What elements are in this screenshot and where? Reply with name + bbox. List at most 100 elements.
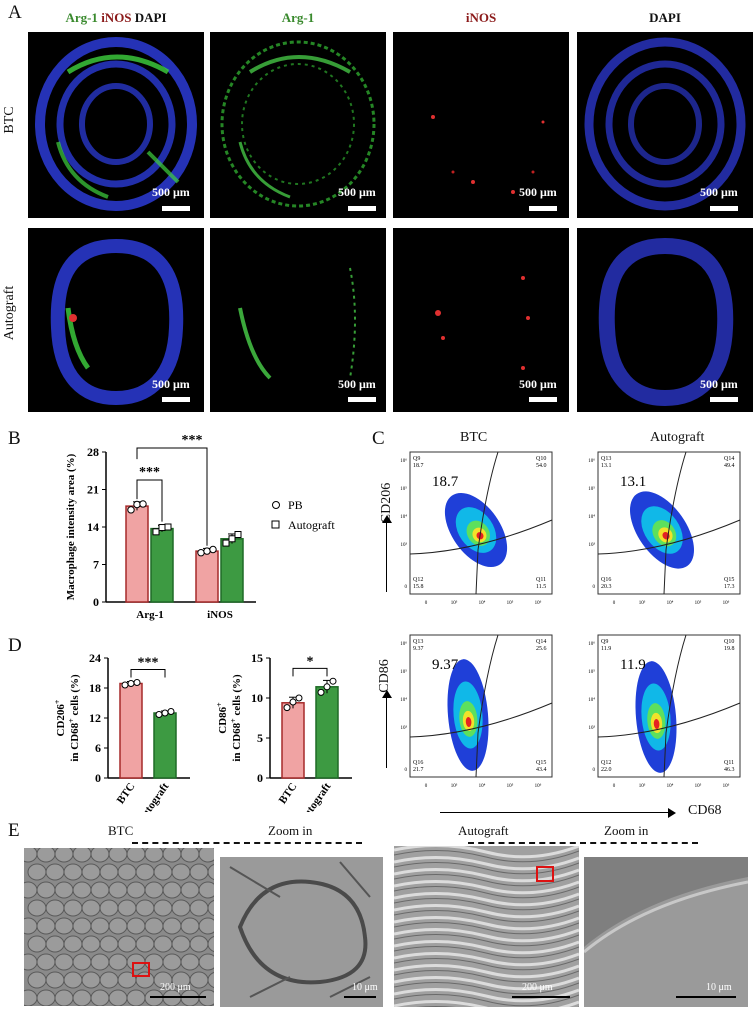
merge-header-inos: iNOS <box>101 10 132 25</box>
scale-label-1: 500 μm <box>152 185 190 199</box>
chart-b-sig-1: *** <box>139 465 160 480</box>
sem-btc-cell <box>135 899 155 917</box>
sem-dashed-line-2 <box>468 842 698 844</box>
flow-ytick: 10⁴ <box>400 514 407 520</box>
chart-b-legend-marker-autograft <box>271 520 280 529</box>
chart-b-sig-bracket-1 <box>136 479 163 522</box>
sem-btc-cell <box>153 899 173 917</box>
chart-b-point <box>209 545 217 554</box>
flow-q-bl-val: 20.3 <box>601 584 612 590</box>
sem-btc-cell <box>162 953 182 971</box>
flow-xtick: 10⁴ <box>479 600 486 606</box>
flow-q-tl-val: 13.1 <box>601 463 612 469</box>
flow-q-tl-val: 9.37 <box>413 646 424 652</box>
flow-ytick: 0 <box>405 585 408 590</box>
chart-d1-point <box>133 679 141 686</box>
flow-q-bl-name: Q16 <box>413 760 423 766</box>
scale-label-6: 500 μm <box>338 377 376 391</box>
sem-scale-label-3: 200 μm <box>522 982 553 993</box>
chart-d1-bar <box>153 712 177 779</box>
chart-d1-sig-bracket <box>130 669 166 678</box>
chart-d2-point <box>283 704 291 712</box>
flow-ytick: 0 <box>593 768 596 773</box>
sem-btc-cell <box>99 863 119 881</box>
sem-scale-bar-1 <box>150 996 206 998</box>
sem-autograft-groove <box>394 910 579 923</box>
sem-btc-cell <box>198 917 214 935</box>
chart-b-sig-2: *** <box>182 433 203 448</box>
chart-d2-ytick-label: 15 <box>251 651 263 665</box>
panel-c-letter: C <box>372 428 385 449</box>
scale-bar-4 <box>710 206 738 211</box>
flow-ytick: 10⁵ <box>588 669 595 675</box>
chart-b-ytick-label: 28 <box>87 445 99 459</box>
flow-ytick: 10⁵ <box>400 486 407 492</box>
flow-xtick: 10⁵ <box>507 600 514 606</box>
sem-btc-cell <box>162 848 182 863</box>
sem-btc-cell <box>144 848 164 863</box>
chart-b-point <box>234 531 242 538</box>
autograft-merge-tissue <box>50 238 184 406</box>
sem-autograft-texture <box>394 846 579 1007</box>
flow-q-tl-name: Q9 <box>413 456 420 462</box>
sem-btc-cell <box>207 971 214 989</box>
sem-btc-cell <box>24 917 38 935</box>
sem-autograft-fiber <box>394 940 579 955</box>
sem-btc-cell <box>180 848 200 863</box>
flow-ytick: 10⁶ <box>400 641 407 647</box>
flow-xtick: 10³ <box>451 600 458 606</box>
sem-btc-cell <box>54 848 74 863</box>
chart-d1-ytick-label: 24 <box>89 651 101 665</box>
flow-q-tr-val: 25.6 <box>536 646 547 652</box>
chart-d2-xtick-label: Autograft <box>297 781 334 812</box>
sem-btc-cell <box>24 953 38 971</box>
chart-d2-point <box>295 694 303 702</box>
sem-autograft-groove <box>394 958 579 971</box>
panel-a-letter: A <box>8 2 22 23</box>
scale-bar-8 <box>710 397 738 402</box>
chart-b-ytick-label: 21 <box>87 483 99 497</box>
flow-arrow-bottom <box>386 696 387 768</box>
merge-header: Arg-1 iNOS DAPI <box>28 10 204 26</box>
sem-title-autograft: Autograft <box>458 823 509 838</box>
sem-btc-cell <box>72 917 92 935</box>
sem-btc-cell <box>54 881 74 899</box>
sem-btc-cell <box>90 953 110 971</box>
flow-xtick: 10³ <box>639 600 646 606</box>
chart-d2-sig-bracket <box>292 667 328 677</box>
sem-autograft-groove <box>416 1006 579 1007</box>
flow-density-peak <box>653 718 660 730</box>
chart-d2-bar <box>315 686 339 779</box>
sem-btc-cell <box>27 899 47 917</box>
btc-dapi-tissue <box>584 37 746 211</box>
sem-scale-label-4: 10 μm <box>706 982 732 993</box>
flow-density <box>630 491 694 569</box>
sem-btc-cell <box>135 935 155 953</box>
flow-xtick: 10⁴ <box>479 783 486 789</box>
flow-q-tr-name: Q10 <box>536 456 546 462</box>
sem-btc-cell <box>90 848 110 863</box>
sem-btc-cell <box>198 848 214 863</box>
sem-btc-cell <box>153 863 173 881</box>
micrograph-btc-arg <box>210 32 386 218</box>
scale-bar-3 <box>529 206 557 211</box>
sem-scale-label-2: 10 μm <box>352 982 378 993</box>
sem-btc-cell <box>54 989 74 1006</box>
flow-xtick: 10⁶ <box>535 600 542 606</box>
flow-xtick: 10³ <box>639 783 646 789</box>
sem-btc-cell <box>153 935 173 953</box>
sem-autograft-fiber <box>394 928 579 943</box>
sem-zoom-title-1: Zoom in <box>268 823 313 838</box>
chart-d2-bar <box>281 702 305 779</box>
flow-q-bl-val: 22.0 <box>601 767 612 773</box>
sem-btc-cell <box>24 881 38 899</box>
sem-autograft-groove <box>394 970 579 983</box>
sem-btc-cell <box>99 971 119 989</box>
flow-x-arrow <box>440 812 668 813</box>
flow-density <box>447 659 489 771</box>
arg-header: Arg-1 <box>281 10 315 25</box>
sem-btc-cell <box>36 881 56 899</box>
chart-b-point <box>158 524 166 532</box>
